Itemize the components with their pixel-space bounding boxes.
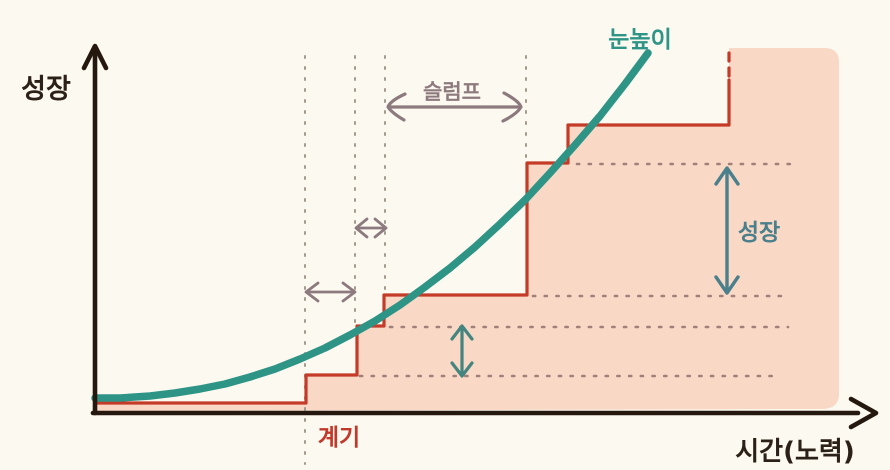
trigger-label: 계기 (318, 425, 360, 451)
axes (81, 43, 879, 430)
interval-arrow-small-head-left (354, 217, 369, 239)
slump-arrow-head-left (386, 92, 407, 122)
eye-level-curve-label: 눈높이 (608, 27, 671, 53)
growth-delta-large-head-top (714, 166, 740, 186)
interval-arrow-small-head-right (373, 217, 388, 239)
interval-arrow-lower (304, 281, 357, 303)
y-axis-label: 성장 (21, 74, 71, 105)
slump-range-arrow (386, 91, 523, 123)
interval-arrow-small (354, 217, 388, 239)
eye-level-curve (91, 49, 652, 402)
accumulated-growth-area (96, 48, 839, 411)
slump-label: 슬럼프 (423, 80, 481, 104)
growth-delta-label: 성장 (738, 220, 780, 246)
horizontal-dotted-lines (358, 162, 792, 378)
y-axis-arrowhead (81, 43, 109, 71)
slump-arrow-head-right (501, 91, 523, 123)
interval-arrow-lower-head-right (341, 281, 357, 303)
growth-delta-arrow-small (450, 324, 474, 378)
growth-delta-arrow-large (714, 166, 740, 295)
interval-arrow-lower-head-left (304, 281, 320, 303)
x-axis-arrowhead (848, 396, 879, 430)
step-growth-line (94, 78, 731, 405)
x-axis-label: 시간(노력) (735, 437, 854, 467)
growth-delta-small-head-bottom (450, 361, 474, 378)
growth-delta-small-head-top (450, 324, 474, 341)
growth-delta-large-head-bottom (714, 275, 740, 295)
